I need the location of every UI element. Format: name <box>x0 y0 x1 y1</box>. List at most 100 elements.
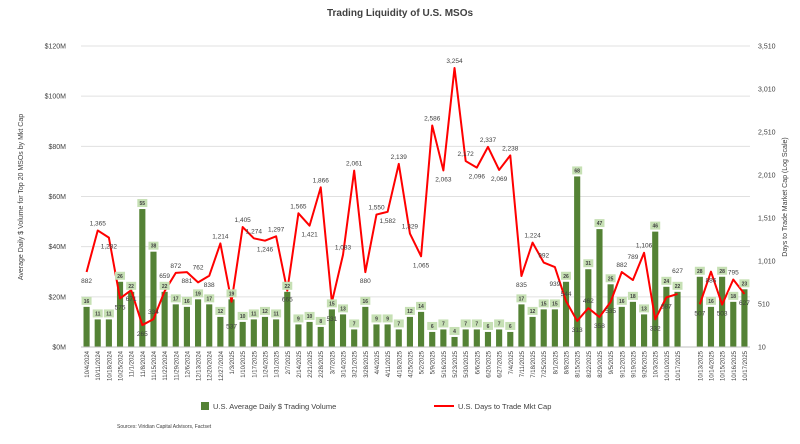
bar-label-box <box>583 259 594 268</box>
y-tick-label: $100M <box>45 94 67 101</box>
bar-label-box <box>137 199 148 208</box>
x-tick-label: 10/4/2024 <box>85 350 91 377</box>
y2-tick-label: 1,010 <box>758 259 776 266</box>
line-data-label: 1,224 <box>524 233 541 240</box>
bar-data-label: 38 <box>151 244 157 250</box>
line-data-label: 265 <box>137 331 148 338</box>
bar-label-box <box>471 319 482 328</box>
bar-data-label: 8 <box>319 319 322 325</box>
legend: U.S. Average Daily $ Trading Volume U.S.… <box>201 402 551 411</box>
x-tick-label: 10/17/2025 <box>676 350 682 381</box>
x-tick-label: 11/8/2024 <box>141 350 147 377</box>
bar-label-box <box>271 309 282 318</box>
bar-label-box <box>438 319 449 328</box>
bar-data-label: 17 <box>519 296 525 302</box>
volume-bar <box>496 329 503 347</box>
bar-label-box <box>293 314 304 323</box>
volume-bar <box>317 326 324 347</box>
volume-bar <box>596 229 603 347</box>
volume-bar <box>529 316 536 347</box>
x-tick-label: 1/31/2025 <box>275 350 281 377</box>
bar-label-box <box>259 306 270 315</box>
line-data-label: 1,214 <box>212 233 229 240</box>
line-data-label: 1,274 <box>246 228 263 235</box>
bar-label-box <box>148 241 159 250</box>
bar-label-box <box>616 296 627 305</box>
x-tick-label: 11/29/2024 <box>174 350 180 380</box>
line-data-label: 882 <box>616 262 627 269</box>
bar-data-label: 22 <box>128 284 134 290</box>
volume-bar <box>195 299 202 347</box>
bar-label-box <box>449 326 460 335</box>
bar-data-label: 46 <box>652 224 658 230</box>
bar-data-label: 15 <box>552 301 558 307</box>
volume-bar <box>94 319 101 347</box>
line-data-label: 332 <box>650 325 661 332</box>
line-data-label: 992 <box>538 253 549 260</box>
bar-data-label: 55 <box>140 201 146 207</box>
volume-bar <box>518 304 525 347</box>
line-data-label: 665 <box>282 297 293 304</box>
line-data-label: 544 <box>561 291 572 298</box>
line-data-label: 334 <box>148 309 159 316</box>
bar-data-label: 13 <box>641 306 647 312</box>
x-tick-label: 5/30/2025 <box>464 350 470 377</box>
line-data-label: 535 <box>605 308 616 315</box>
bar-label-box <box>482 321 493 330</box>
bar-label-box <box>549 299 560 308</box>
line-data-label: 462 <box>583 298 594 305</box>
volume-bar <box>116 281 124 347</box>
line-data-label: 2,096 <box>469 174 486 181</box>
volume-bar <box>629 301 636 347</box>
bar-data-label: 15 <box>329 301 335 307</box>
y2-tick-label: 2,510 <box>758 130 776 137</box>
days-to-trade-line <box>85 67 678 327</box>
line-data-label: 1,565 <box>290 203 307 210</box>
line-data-label: 2,069 <box>491 176 508 183</box>
volume-bar <box>663 286 670 347</box>
x-tick-label: 2/28/2025 <box>319 350 325 377</box>
bar-data-label: 28 <box>719 269 725 275</box>
line-data-label: 2,061 <box>346 161 363 168</box>
x-tick-label: 10/11/2024 <box>96 350 102 380</box>
bar-label-box <box>159 281 170 290</box>
x-tick-label: 12/27/2024 <box>219 350 225 381</box>
bar-label-box <box>427 321 438 330</box>
bar-label-box <box>460 319 471 328</box>
volume-bar <box>273 319 280 347</box>
bar-label-box <box>237 311 248 320</box>
y2-tick-label: 10 <box>758 345 766 352</box>
bar-data-label: 4 <box>453 329 456 335</box>
x-tick-label: 10/18/2024 <box>107 350 113 381</box>
volume-bar <box>261 316 269 347</box>
line-data-label: 939 <box>549 281 560 288</box>
volume-bar <box>351 329 358 347</box>
line-data-label: 3,254 <box>446 58 463 65</box>
x-tick-label: 12/13/2024 <box>197 350 203 381</box>
bar-data-label: 6 <box>509 324 512 330</box>
x-tick-label: 3/21/2025 <box>353 350 359 377</box>
x-tick-label: 4/25/2025 <box>408 350 414 377</box>
bar-label-box <box>360 296 371 305</box>
x-tick-label: 8/1/2025 <box>553 350 559 374</box>
x-tick-label: 2/7/2025 <box>286 350 292 374</box>
bar-label-box <box>505 321 516 330</box>
bar-data-label: 47 <box>597 221 603 227</box>
x-tick-label: 10/16/2025 <box>732 350 738 381</box>
volume-bar <box>250 319 257 347</box>
bar-label-box <box>126 281 137 290</box>
bar-label-box <box>170 294 181 303</box>
line-data-label: 789 <box>627 254 638 261</box>
line-data-label: 762 <box>193 264 204 271</box>
bar-data-label: 26 <box>117 274 123 280</box>
line-data-label: 1,329 <box>402 224 419 231</box>
bar-data-label: 16 <box>84 299 90 305</box>
line-data-label: 659 <box>159 273 170 280</box>
bar-data-label: 68 <box>574 168 580 174</box>
x-tick-label: 6/27/2025 <box>498 350 504 377</box>
volume-bar <box>161 291 168 347</box>
bar-data-label: 9 <box>386 316 389 322</box>
line-data-label: 838 <box>204 282 215 289</box>
bar-data-label: 22 <box>675 284 681 290</box>
